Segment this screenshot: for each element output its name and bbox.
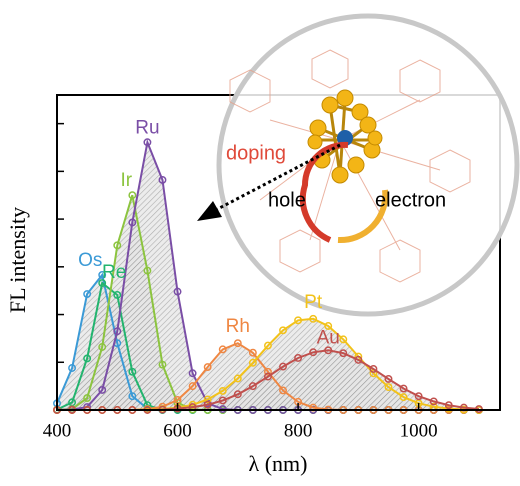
marker (188, 369, 197, 378)
marker (158, 360, 167, 369)
marker (354, 355, 363, 364)
marker (203, 395, 212, 404)
y-axis-label: FL intensity (5, 207, 30, 313)
marker (233, 374, 242, 383)
x-tick-label: 1000 (400, 420, 438, 441)
marker (264, 372, 272, 381)
marker (113, 241, 122, 250)
plot-area (53, 138, 483, 414)
marker (324, 322, 333, 330)
marker (444, 401, 453, 410)
marker (279, 362, 287, 371)
series-label: Rh (226, 316, 250, 337)
marker (264, 367, 272, 376)
marker (143, 138, 152, 147)
marker (233, 390, 242, 399)
marker (98, 279, 107, 287)
inset-label: doping (226, 142, 286, 164)
inset-label: electron (375, 189, 446, 211)
series-label: Au (317, 327, 340, 348)
marker (113, 327, 122, 336)
marker (248, 348, 257, 357)
inset: doping hole electron (197, 13, 520, 317)
series-label: Ir (121, 170, 133, 191)
hole-arc (299, 141, 349, 243)
marker (248, 382, 257, 391)
marker (384, 383, 393, 392)
arrow-head (197, 201, 222, 221)
marker (264, 341, 272, 350)
marker (143, 266, 152, 275)
marker (339, 335, 348, 344)
marker (68, 364, 77, 372)
marker (369, 365, 378, 373)
marker (218, 345, 227, 354)
marker (188, 382, 197, 391)
marker (203, 400, 212, 409)
electron-arc (337, 189, 389, 244)
marker (128, 191, 137, 200)
marker (98, 270, 107, 279)
marker (324, 346, 333, 355)
marker (309, 314, 318, 323)
marker (399, 393, 408, 402)
marker (158, 176, 167, 184)
x-tick-label: 800 (284, 420, 313, 441)
marker (399, 384, 408, 393)
marker (384, 375, 393, 383)
marker (279, 386, 287, 395)
x-tick-label: 600 (163, 420, 192, 441)
x-tick-label: 400 (43, 420, 72, 441)
inset-circle (216, 13, 520, 317)
marker (248, 358, 257, 367)
marker (128, 392, 137, 401)
marker (98, 386, 107, 394)
inset-label: hole (268, 189, 306, 211)
series-label: Ru (135, 117, 159, 138)
marker (218, 386, 227, 395)
series-label: Os (78, 250, 102, 271)
marker (309, 348, 318, 357)
marker (83, 354, 92, 363)
marker (233, 339, 242, 348)
dopant-atom (337, 130, 353, 146)
marker (294, 354, 303, 362)
marker (98, 343, 107, 351)
area-fill (57, 142, 479, 411)
marker (294, 316, 303, 325)
marker (113, 291, 122, 299)
arrow (211, 143, 341, 214)
x-axis-label: λ (nm) (249, 451, 308, 476)
series-label: Pt (304, 292, 323, 313)
marker (203, 363, 212, 371)
marker (429, 397, 438, 406)
marker (339, 349, 348, 358)
marker (279, 326, 287, 335)
series-label: Re (102, 262, 126, 283)
marker (414, 392, 423, 401)
marker (128, 367, 137, 376)
marker (128, 218, 137, 227)
marker (83, 394, 92, 403)
marker (83, 290, 92, 298)
marker (218, 396, 227, 405)
marker (173, 287, 182, 296)
